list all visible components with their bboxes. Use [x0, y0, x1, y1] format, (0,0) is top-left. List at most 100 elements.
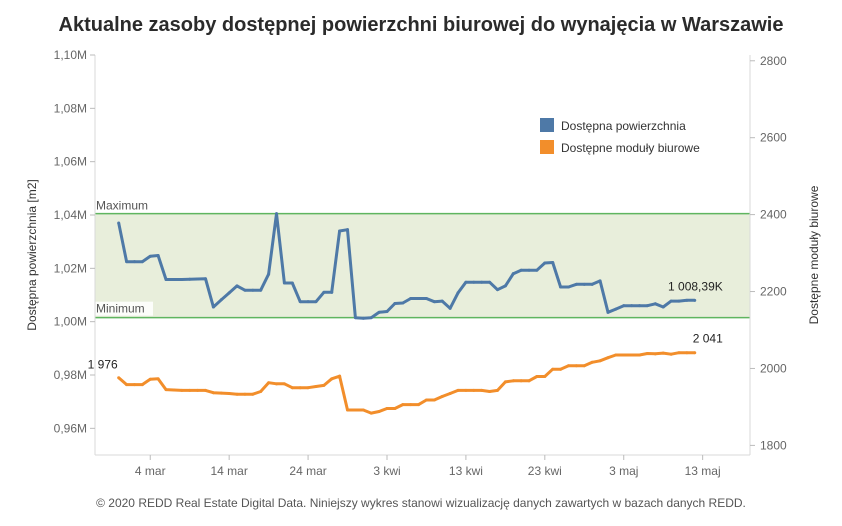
data-point	[353, 408, 357, 412]
data-point	[614, 353, 618, 357]
data-point	[543, 261, 547, 265]
data-point	[251, 392, 255, 396]
data-point	[645, 351, 649, 355]
data-point	[464, 388, 468, 392]
data-point	[401, 301, 405, 305]
data-point	[298, 386, 302, 390]
data-point	[693, 298, 697, 302]
data-labels: 1 008,39K 2 041 1 976	[88, 279, 723, 371]
data-point	[298, 300, 302, 304]
data-point	[590, 360, 594, 364]
data-point	[417, 296, 421, 300]
data-point	[480, 280, 484, 284]
data-point	[488, 280, 492, 284]
y-right-tick-label: 2600	[760, 131, 787, 145]
data-point	[535, 375, 539, 379]
data-point	[180, 388, 184, 392]
data-point	[480, 388, 484, 392]
data-point	[677, 299, 681, 303]
y-right-tick-label: 1800	[760, 438, 787, 452]
data-point	[322, 383, 326, 387]
data-point	[314, 300, 318, 304]
data-point	[164, 388, 168, 392]
data-point	[495, 288, 499, 292]
data-point	[685, 351, 689, 355]
x-tick-label: 3 maj	[609, 464, 638, 478]
data-point	[243, 392, 247, 396]
data-point	[559, 367, 563, 371]
x-tick-label: 3 kwi	[373, 464, 400, 478]
data-point	[211, 391, 215, 395]
data-point	[456, 388, 460, 392]
data-point	[188, 277, 192, 281]
data-point	[432, 398, 436, 402]
series-line-moduly	[117, 351, 695, 415]
data-point	[203, 388, 207, 392]
data-point	[432, 300, 436, 304]
data-point	[117, 376, 121, 380]
data-point	[290, 386, 294, 390]
start-value-label: 1 976	[88, 358, 118, 372]
data-point	[630, 353, 634, 357]
data-point	[409, 403, 413, 407]
data-point	[243, 288, 247, 292]
data-point	[330, 290, 334, 294]
data-point	[653, 302, 657, 306]
data-point	[393, 302, 397, 306]
y-right-tick-label: 2800	[760, 54, 787, 68]
data-point	[125, 383, 129, 387]
x-tick-label: 13 kwi	[449, 464, 483, 478]
data-point	[598, 359, 602, 363]
data-point	[566, 285, 570, 289]
min-max-band: Maximum Minimum	[95, 199, 750, 319]
data-point	[622, 304, 626, 308]
data-point	[172, 388, 176, 392]
data-point	[196, 277, 200, 281]
data-point	[488, 390, 492, 394]
data-point	[606, 356, 610, 360]
data-point	[448, 391, 452, 395]
data-point	[338, 374, 342, 378]
data-point	[132, 383, 136, 387]
x-tick-label: 13 maj	[685, 464, 721, 478]
data-point	[511, 379, 515, 383]
data-point	[551, 260, 555, 264]
data-point	[574, 364, 578, 368]
data-point	[259, 288, 263, 292]
data-point	[267, 381, 271, 385]
data-point	[219, 298, 223, 302]
data-point	[188, 388, 192, 392]
data-point	[409, 296, 413, 300]
data-point	[227, 391, 231, 395]
data-point	[259, 390, 263, 394]
end-value-label: 2 041	[693, 332, 723, 346]
data-point	[574, 282, 578, 286]
data-point	[495, 388, 499, 392]
data-point	[148, 377, 152, 381]
data-point	[353, 316, 357, 320]
data-point	[598, 279, 602, 283]
data-point	[267, 272, 271, 276]
end-value-label: 1 008,39K	[668, 279, 723, 293]
data-point	[180, 278, 184, 282]
data-point	[511, 272, 515, 276]
data-point	[464, 280, 468, 284]
data-point	[117, 221, 121, 225]
data-point	[693, 351, 697, 355]
legend-label: Dostępna powierzchnia	[561, 119, 686, 133]
legend: Dostępna powierzchnia Dostępne moduły biu…	[540, 118, 700, 155]
data-point	[559, 285, 563, 289]
data-point	[125, 260, 129, 264]
y-left-tick-label: 1,06M	[54, 155, 87, 169]
data-point	[306, 386, 310, 390]
data-point	[235, 284, 239, 288]
data-point	[361, 316, 365, 320]
chart-title: Aktualne zasoby dostępnej powierzchni bi…	[58, 14, 784, 36]
data-point	[661, 305, 665, 309]
data-point	[275, 212, 279, 216]
data-point	[172, 278, 176, 282]
data-point	[306, 300, 310, 304]
data-point	[685, 298, 689, 302]
y-left-axis-title: Dostępna powierzchnia [m2]	[25, 179, 39, 330]
data-point	[645, 304, 649, 308]
